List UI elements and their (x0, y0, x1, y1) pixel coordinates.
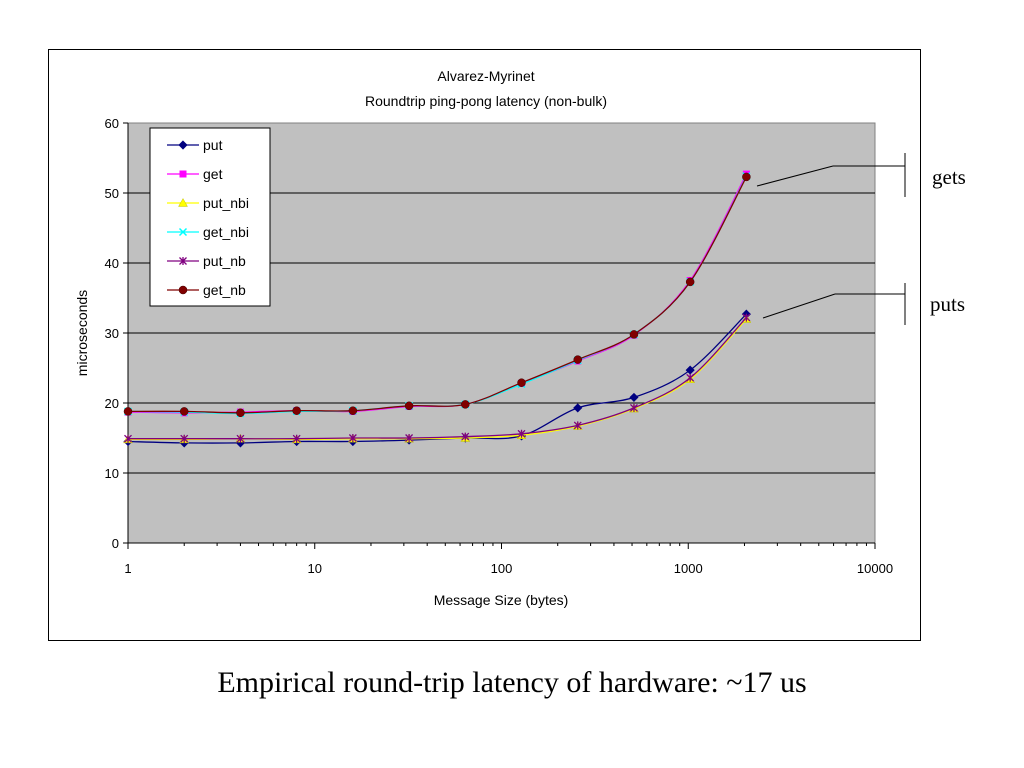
data-point-put_nb (686, 373, 695, 382)
x-tick-label: 10000 (857, 561, 893, 576)
legend-label: get (203, 166, 223, 182)
data-point-get_nb (517, 378, 526, 387)
x-tick-label: 1000 (674, 561, 703, 576)
chart-title: Alvarez-Myrinet (437, 68, 534, 84)
data-point-get_nb (123, 407, 133, 416)
series-put_nb (124, 313, 751, 443)
legend-item-get_nb: get_nb (167, 282, 246, 298)
data-point-put_nb (573, 421, 582, 430)
data-point-put_nb (629, 403, 638, 412)
slide-caption: Empirical round-trip latency of hardware… (217, 666, 807, 699)
data-point-get_nb (742, 172, 751, 182)
data-point-get_nb (573, 355, 582, 364)
legend-marker (179, 170, 187, 178)
data-point-put_nb (124, 434, 132, 443)
data-point-get_nb (236, 408, 245, 418)
y-tick-label: 40 (105, 256, 119, 271)
legend-marker (179, 257, 187, 265)
series-layer (123, 170, 752, 448)
data-point-get_nb (685, 277, 695, 287)
data-point-put (629, 392, 639, 402)
legend-marker (178, 285, 188, 295)
puts-label: puts (930, 292, 965, 316)
data-point-put_nb (236, 434, 245, 443)
data-point-put (573, 403, 583, 413)
data-point-get_nb (292, 406, 301, 415)
data-point-get_nb (348, 406, 358, 415)
legend-item-get: get (167, 166, 223, 182)
legend-label: get_nb (203, 282, 246, 298)
data-point-put_nb (348, 434, 357, 442)
annotations: gets puts (756, 153, 966, 325)
series-get_nb (123, 172, 751, 418)
legend-marker (178, 198, 188, 207)
data-point-put_nb (292, 434, 301, 443)
y-axis-label: microseconds (74, 290, 90, 376)
data-point-get_nb (629, 330, 639, 339)
y-tick-label: 20 (105, 396, 119, 411)
legend-marker (178, 140, 188, 150)
legend-marker (178, 227, 188, 237)
gets-annotation-line (756, 165, 834, 187)
data-point-get_nb (179, 407, 189, 416)
legend-item-put: put (167, 137, 223, 153)
y-tick-label: 60 (105, 116, 119, 131)
y-tick-label: 10 (105, 466, 119, 481)
legend-label: put_nbi (203, 195, 249, 211)
y-tick-label: 50 (105, 186, 119, 201)
data-point-get_nb (404, 401, 414, 411)
y-tick-label: 0 (112, 536, 119, 551)
data-point-put_nb (405, 434, 414, 442)
legend-box (149, 127, 271, 307)
data-point-put_nb (517, 429, 526, 438)
data-point-put_nb (742, 313, 751, 322)
legend-item-put_nb: put_nb (167, 253, 246, 269)
x-tick-label: 10 (308, 561, 322, 576)
legend-label: get_nbi (203, 224, 249, 240)
legend: put get put_nbi get_nbi put_nb get_nb (149, 127, 271, 307)
data-point-put_nb (461, 432, 470, 441)
y-tick-label: 30 (105, 326, 119, 341)
axes: 0 10 20 30 40 50 60 1 10 100 1000 10000 (105, 116, 894, 576)
legend-item-put_nbi: put_nbi (167, 195, 249, 211)
legend-item-get_nbi: get_nbi (167, 224, 249, 240)
legend-label: put_nb (203, 253, 246, 269)
gets-label: gets (932, 165, 966, 189)
legend-label: put (203, 137, 223, 153)
data-point-get_nb (461, 400, 470, 409)
x-tick-label: 1 (124, 561, 131, 576)
x-tick-label: 100 (491, 561, 513, 576)
chart-subtitle: Roundtrip ping-pong latency (non-bulk) (365, 93, 607, 109)
puts-annotation-line (762, 293, 836, 319)
x-axis-label: Message Size (bytes) (434, 592, 569, 608)
data-point-put_nb (180, 434, 189, 443)
series-line-put_nb (128, 317, 747, 440)
